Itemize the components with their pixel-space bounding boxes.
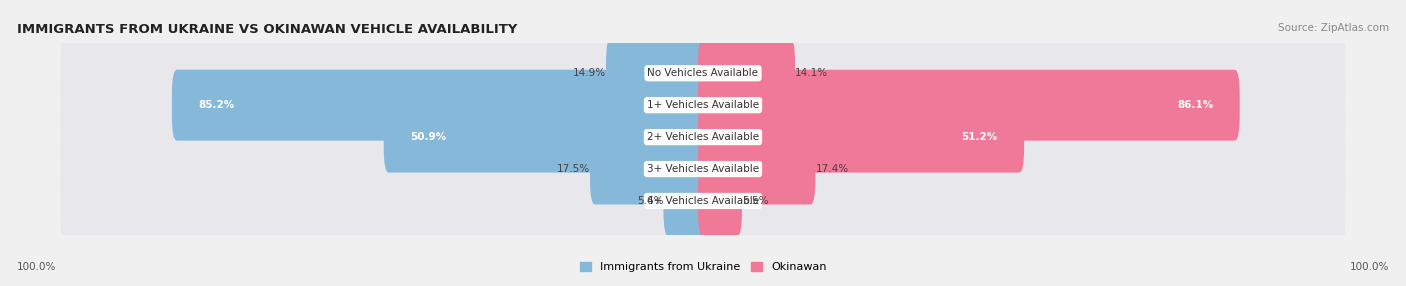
FancyBboxPatch shape — [60, 0, 1346, 152]
Text: 14.1%: 14.1% — [794, 68, 828, 78]
Text: 50.9%: 50.9% — [411, 132, 446, 142]
Text: 85.2%: 85.2% — [198, 100, 235, 110]
FancyBboxPatch shape — [697, 102, 1024, 172]
FancyBboxPatch shape — [60, 90, 1346, 248]
Text: 17.5%: 17.5% — [557, 164, 591, 174]
Text: Source: ZipAtlas.com: Source: ZipAtlas.com — [1278, 23, 1389, 33]
FancyBboxPatch shape — [60, 59, 1346, 216]
FancyBboxPatch shape — [697, 166, 742, 237]
Text: 4+ Vehicles Available: 4+ Vehicles Available — [647, 196, 759, 206]
Text: No Vehicles Available: No Vehicles Available — [648, 68, 758, 78]
FancyBboxPatch shape — [384, 102, 709, 172]
Legend: Immigrants from Ukraine, Okinawan: Immigrants from Ukraine, Okinawan — [575, 257, 831, 277]
FancyBboxPatch shape — [60, 27, 1346, 184]
FancyBboxPatch shape — [697, 38, 794, 109]
Text: 51.2%: 51.2% — [962, 132, 998, 142]
FancyBboxPatch shape — [664, 166, 709, 237]
FancyBboxPatch shape — [606, 38, 709, 109]
FancyBboxPatch shape — [697, 134, 815, 204]
Text: 100.0%: 100.0% — [17, 262, 56, 272]
Text: 5.5%: 5.5% — [742, 196, 769, 206]
Text: 86.1%: 86.1% — [1177, 100, 1213, 110]
Text: 17.4%: 17.4% — [815, 164, 849, 174]
Text: 3+ Vehicles Available: 3+ Vehicles Available — [647, 164, 759, 174]
Text: 1+ Vehicles Available: 1+ Vehicles Available — [647, 100, 759, 110]
Text: 100.0%: 100.0% — [1350, 262, 1389, 272]
FancyBboxPatch shape — [697, 70, 1240, 141]
Text: IMMIGRANTS FROM UKRAINE VS OKINAWAN VEHICLE AVAILABILITY: IMMIGRANTS FROM UKRAINE VS OKINAWAN VEHI… — [17, 23, 517, 36]
FancyBboxPatch shape — [591, 134, 709, 204]
Text: 14.9%: 14.9% — [572, 68, 606, 78]
FancyBboxPatch shape — [60, 122, 1346, 279]
FancyBboxPatch shape — [172, 70, 709, 141]
Text: 2+ Vehicles Available: 2+ Vehicles Available — [647, 132, 759, 142]
Text: 5.6%: 5.6% — [637, 196, 664, 206]
